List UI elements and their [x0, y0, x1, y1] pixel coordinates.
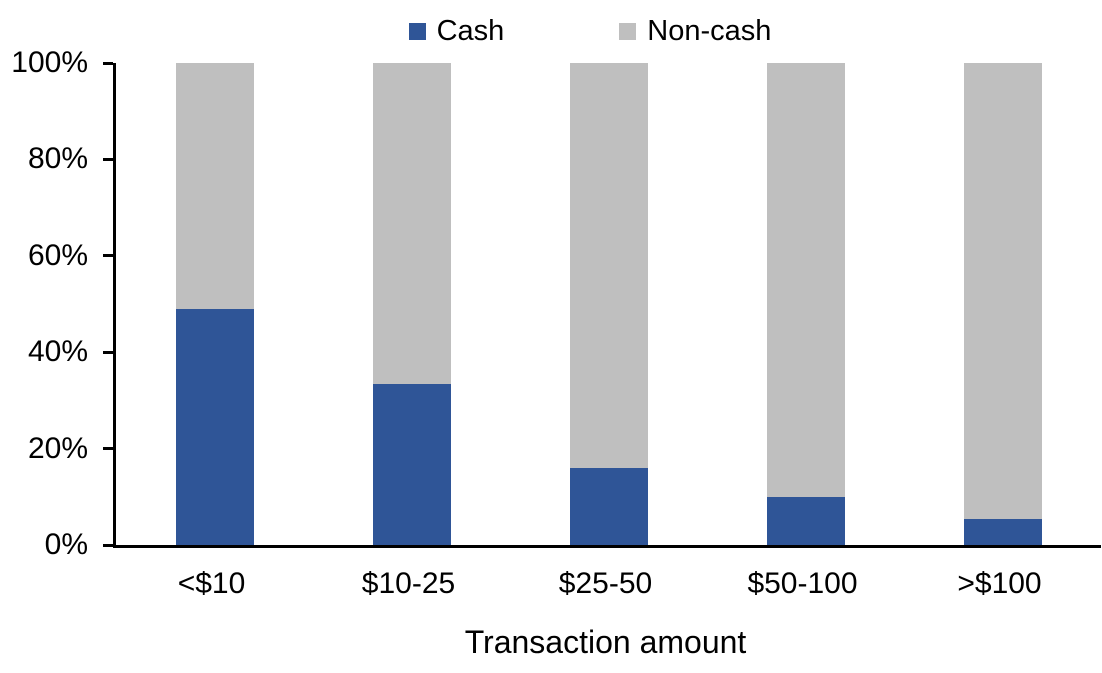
bar-segment-cash — [175, 308, 254, 545]
bar-segment-cash — [569, 467, 648, 545]
bar-slot — [904, 63, 1101, 545]
y-tick-label: 0% — [44, 528, 88, 561]
bar-slot — [510, 63, 707, 545]
legend-swatch-icon — [408, 22, 426, 40]
bar-segment-cash — [372, 383, 451, 545]
stacked-bar — [766, 63, 845, 545]
legend-label: Non-cash — [647, 15, 772, 47]
x-axis-title: Transaction amount — [464, 624, 747, 660]
bar-slot — [116, 63, 313, 545]
bar-segment-cash — [766, 496, 845, 545]
y-tick-label: 60% — [27, 238, 88, 272]
y-tick-mark — [103, 543, 113, 547]
y-tick-mark — [103, 61, 113, 65]
x-tick-label: $50-100 — [747, 567, 858, 600]
y-tick-label: 20% — [27, 431, 88, 465]
bar-segment-non-cash — [569, 63, 648, 468]
bar-segment-cash — [963, 518, 1042, 545]
bar-segment-non-cash — [963, 63, 1042, 519]
y-axis-labels: 0% 20% 40% 60% 80% 100% — [0, 48, 88, 560]
y-tick-mark — [103, 447, 113, 451]
legend-swatch-icon — [619, 22, 637, 40]
legend-item-cash: Cash — [408, 14, 505, 48]
x-tick-label: $25-50 — [558, 567, 653, 600]
x-tick-label: $10-25 — [361, 567, 456, 600]
y-tick-mark — [103, 157, 113, 161]
plot-area — [103, 61, 1101, 548]
bar-slot — [707, 63, 904, 545]
legend-label: Cash — [436, 15, 505, 47]
legend: Cash Non-cash — [39, 12, 1102, 50]
x-axis-labels: <$10 $10-25 $25-50 $50-100 >$100 — [113, 567, 1098, 601]
y-tick-label: 40% — [27, 335, 88, 369]
legend-item-non-cash: Non-cash — [619, 14, 771, 48]
bars-row — [116, 63, 1101, 545]
y-tick-mark — [103, 350, 113, 354]
y-tick-mark — [103, 254, 113, 258]
y-tick-label: 80% — [27, 142, 88, 176]
stacked-bar — [963, 63, 1042, 545]
bar-slot — [313, 63, 510, 545]
x-tick-label: >$100 — [957, 567, 1042, 600]
stacked-bar — [175, 63, 254, 545]
stacked-bar — [569, 63, 648, 545]
bar-segment-non-cash — [372, 63, 451, 384]
x-tick-label: <$10 — [177, 567, 246, 600]
bar-segment-non-cash — [766, 63, 845, 497]
stacked-bar — [372, 63, 451, 545]
bar-segment-non-cash — [175, 63, 254, 309]
y-tick-label: 100% — [11, 46, 88, 79]
